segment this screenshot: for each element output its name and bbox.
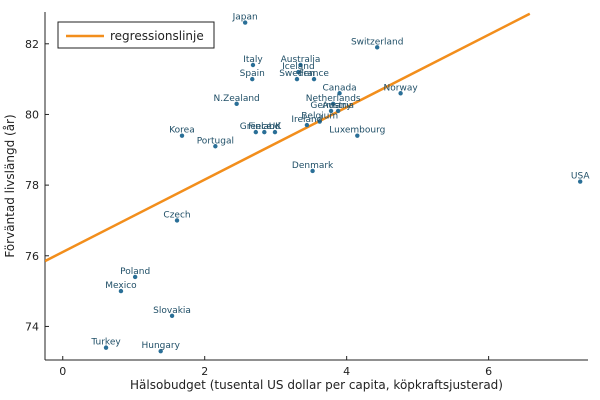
data-point-label: Ireland xyxy=(291,115,322,125)
data-point xyxy=(355,133,360,138)
data-point-label: Turkey xyxy=(90,338,121,348)
data-point-label: Greece xyxy=(240,122,272,132)
legend: regressionslinje xyxy=(57,21,215,49)
data-point xyxy=(298,62,303,68)
data-point-label: USA xyxy=(571,172,590,182)
data-point xyxy=(250,76,255,82)
data-point xyxy=(234,101,239,107)
data-point xyxy=(174,218,180,223)
data-point xyxy=(304,122,310,128)
data-point-label: N.Zealand xyxy=(214,94,260,104)
data-point-label: Korea xyxy=(169,126,195,136)
data-point-label: Spain xyxy=(240,69,265,79)
data-point xyxy=(158,348,163,354)
data-point xyxy=(577,179,583,184)
data-point xyxy=(118,288,124,294)
data-point-label: Sweden xyxy=(279,69,315,79)
data-point-label: Luxembourg xyxy=(329,126,385,136)
data-point xyxy=(337,91,342,96)
data-point xyxy=(296,69,301,75)
data-point xyxy=(374,45,380,50)
data-point-label: Norway xyxy=(384,83,419,93)
data-point xyxy=(328,108,334,114)
axes: 0 2 4 6 74 76 78 80 82 xyxy=(25,12,588,378)
y-tick-label: 80 xyxy=(25,108,39,121)
regression-line xyxy=(45,12,531,263)
data-point-label: Denmark xyxy=(292,161,334,171)
data-point-label: Switzerland xyxy=(351,37,404,47)
data-point-label: Portugal xyxy=(197,136,234,146)
data-point-label: Mexico xyxy=(105,281,137,291)
data-point-label: Austria xyxy=(322,101,354,111)
regression-line-group xyxy=(45,12,531,263)
data-point xyxy=(317,119,322,124)
x-tick-label: 2 xyxy=(201,365,208,378)
data-point-label: Iceland xyxy=(282,62,315,72)
data-point-label: Germany xyxy=(310,101,352,111)
data-point xyxy=(272,129,278,135)
data-point xyxy=(132,274,138,280)
y-tick-label: 74 xyxy=(25,320,39,333)
data-point xyxy=(330,101,336,107)
data-point-label: UK xyxy=(269,122,283,132)
data-point xyxy=(253,129,259,135)
data-point xyxy=(398,91,403,96)
data-point-label: Czech xyxy=(163,210,190,220)
data-point xyxy=(310,168,315,174)
legend-label: regressionslinje xyxy=(110,29,204,43)
data-point-label: Italy xyxy=(243,55,263,65)
data-point-label: Canada xyxy=(322,83,356,93)
data-point-label: Japan xyxy=(232,13,258,23)
data-point xyxy=(294,76,300,82)
data-point xyxy=(169,313,175,319)
y-tick-label: 78 xyxy=(25,179,39,192)
x-tick-label: 4 xyxy=(343,365,350,378)
data-point xyxy=(335,108,341,114)
data-point-label: Australia xyxy=(281,55,321,65)
data-point-label: Belgium xyxy=(301,112,338,122)
data-point xyxy=(250,62,256,68)
x-tick-label: 0 xyxy=(59,365,66,378)
y-tick-label: 82 xyxy=(25,38,39,51)
y-axis-label: Förväntad livslängd (år) xyxy=(3,114,17,257)
data-point xyxy=(262,129,267,135)
x-axis-label: Hälsobudget (tusental US dollar per capi… xyxy=(130,378,503,392)
data-point xyxy=(103,345,109,350)
data-point-label: France xyxy=(299,69,329,79)
data-point-label: Finland xyxy=(248,122,280,132)
data-point-label: Hungary xyxy=(141,341,180,351)
data-point-label: Poland xyxy=(120,267,150,277)
y-tick-label: 76 xyxy=(25,250,39,263)
data-point xyxy=(311,76,317,82)
data-point-label: Netherlands xyxy=(306,94,361,104)
data-point xyxy=(213,144,218,149)
x-tick-label: 6 xyxy=(485,365,492,378)
data-point-label: Slovakia xyxy=(153,306,191,316)
data-point xyxy=(179,133,185,138)
data-point xyxy=(242,20,248,25)
